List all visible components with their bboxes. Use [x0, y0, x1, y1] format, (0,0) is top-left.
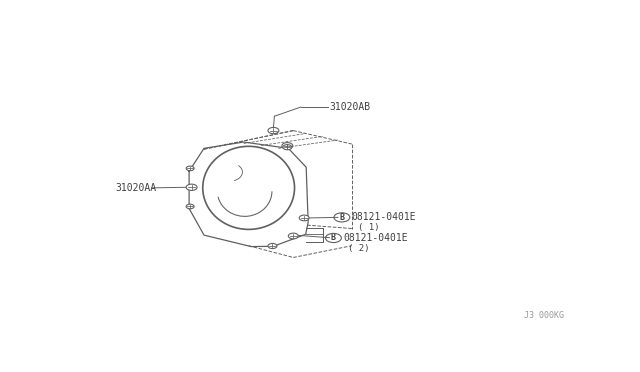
- Circle shape: [268, 243, 277, 248]
- Circle shape: [283, 145, 292, 150]
- Text: 08121-0401E: 08121-0401E: [344, 233, 408, 243]
- Text: B: B: [339, 213, 344, 222]
- Text: 08121-0401E: 08121-0401E: [352, 212, 417, 222]
- Circle shape: [186, 184, 197, 190]
- Text: 31020AA: 31020AA: [116, 183, 157, 193]
- Text: ( 2): ( 2): [348, 244, 369, 253]
- Text: B: B: [331, 234, 336, 243]
- Circle shape: [288, 233, 298, 239]
- Circle shape: [186, 166, 194, 171]
- Circle shape: [282, 142, 292, 149]
- Text: 31020AB: 31020AB: [330, 102, 371, 112]
- Text: J3 000KG: J3 000KG: [524, 311, 564, 320]
- Circle shape: [186, 204, 194, 209]
- Circle shape: [300, 215, 309, 221]
- Text: ( 1): ( 1): [358, 223, 380, 232]
- Circle shape: [268, 128, 279, 134]
